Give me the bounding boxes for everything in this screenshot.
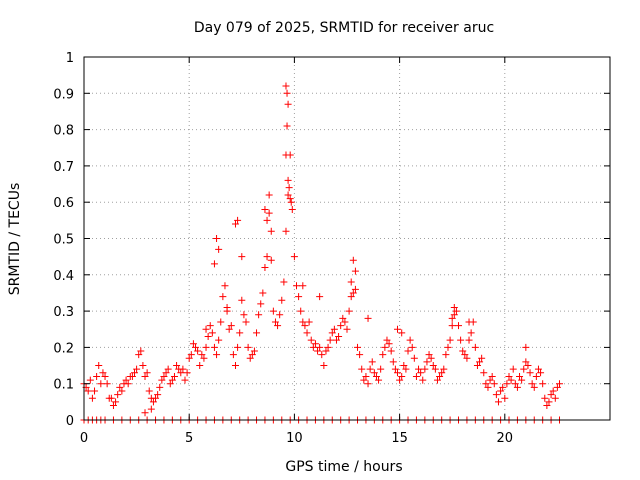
y-tick-label: 0.6 bbox=[53, 196, 74, 211]
x-tick-label: 5 bbox=[185, 431, 193, 446]
y-tick-label: 0.2 bbox=[53, 341, 74, 356]
y-tick-label: 0 bbox=[66, 414, 74, 429]
y-tick-label: 0.3 bbox=[53, 305, 74, 320]
y-tick-label: 0.8 bbox=[53, 124, 74, 139]
y-tick-label: 0.1 bbox=[53, 378, 74, 393]
chart-background bbox=[0, 0, 640, 480]
y-axis-title: SRMTID / TECUs bbox=[7, 183, 23, 296]
y-tick-label: 0.5 bbox=[53, 233, 74, 248]
y-tick-label: 1 bbox=[66, 51, 74, 66]
x-tick-label: 20 bbox=[497, 431, 514, 446]
x-tick-label: 10 bbox=[286, 431, 303, 446]
x-tick-label: 0 bbox=[80, 431, 88, 446]
x-tick-label: 15 bbox=[391, 431, 408, 446]
chart-title: Day 079 of 2025, SRMTID for receiver aru… bbox=[194, 20, 494, 36]
y-tick-label: 0.4 bbox=[53, 269, 74, 284]
x-axis-title: GPS time / hours bbox=[285, 459, 402, 475]
chart: 0 5 10 15 20 0 0.1 0.2 0.3 0.4 0.5 0.6 0.7 0.8 0.9 1 Da… bbox=[0, 0, 640, 480]
y-tick-label: 0.7 bbox=[53, 160, 74, 175]
y-tick-label: 0.9 bbox=[53, 87, 74, 102]
